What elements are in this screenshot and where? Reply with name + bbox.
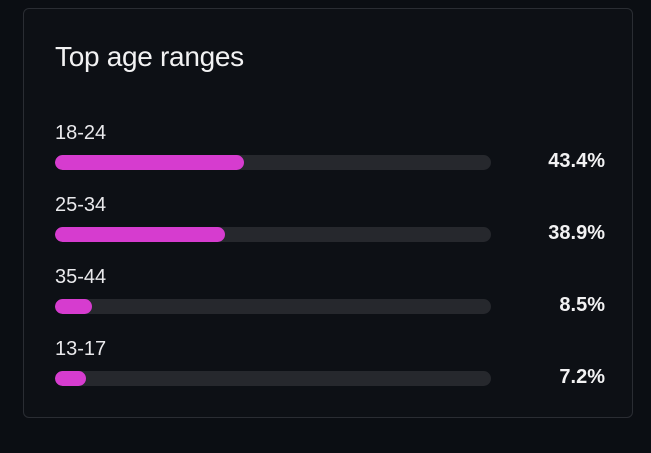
- progress-fill: [55, 299, 93, 314]
- age-range-percent: 38.9%: [548, 222, 605, 244]
- progress-track: [55, 227, 491, 242]
- age-range-percent: 43.4%: [548, 150, 605, 172]
- age-range-label: 18-24: [55, 122, 107, 144]
- age-range-percent: 7.2%: [559, 366, 605, 388]
- age-range-label: 13-17: [55, 338, 107, 360]
- progress-fill: [55, 227, 225, 242]
- progress-fill: [55, 371, 87, 386]
- age-range-percent: 8.5%: [559, 294, 605, 316]
- age-ranges-card: Top age ranges 18-24 43.4% 25-34 38.9% 3…: [23, 8, 633, 418]
- age-range-row: 13-17 7.2%: [55, 337, 605, 393]
- age-range-row: 18-24 43.4%: [55, 121, 605, 177]
- age-range-row: 25-34 38.9%: [55, 193, 605, 249]
- age-range-row: 35-44 8.5%: [55, 265, 605, 321]
- card-title: Top age ranges: [55, 41, 244, 72]
- age-range-label: 25-34: [55, 194, 107, 216]
- progress-track: [55, 371, 491, 386]
- progress-track: [55, 155, 491, 170]
- age-range-label: 35-44: [55, 266, 107, 288]
- progress-fill: [55, 155, 245, 170]
- progress-track: [55, 299, 491, 314]
